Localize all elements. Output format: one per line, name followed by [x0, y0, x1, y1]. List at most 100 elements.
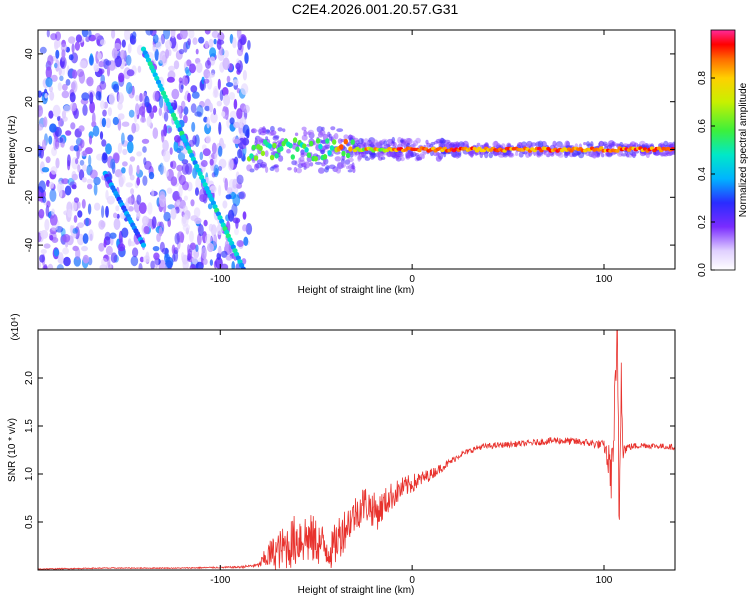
spectrogram-noise-blob: [59, 56, 67, 69]
spectrogram-noise-blob: [130, 188, 135, 195]
spectrogram-carrier-halo: [301, 126, 307, 131]
colorbar-tick-label: 0.8: [697, 71, 708, 85]
spectrogram-noise-blob: [85, 217, 89, 227]
spectrogram-noise-blob: [88, 55, 94, 66]
spectrogram-carrier-halo: [484, 142, 489, 149]
spectrogram-noise-blob: [88, 229, 94, 242]
spectrogram-noise-blob: [192, 37, 198, 45]
spectrogram-noise-blob: [236, 47, 244, 57]
spectrogram-noise-blob: [226, 187, 233, 195]
spectrogram-streaks: [102, 46, 246, 269]
spectrogram-noise-blob: [81, 177, 87, 183]
spectrogram-carrier-halo: [325, 165, 330, 170]
spectrogram-noise-blob: [49, 91, 55, 101]
spectrogram-noise-blob: [62, 247, 69, 255]
spectrogram-noise-blob: [81, 245, 88, 252]
spectrogram-y-tick-label: -40: [24, 237, 35, 252]
spectrogram-noise-blob: [69, 102, 77, 112]
spectrogram-noise-blob: [139, 256, 144, 263]
spectrogram-carrier-halo: [265, 166, 269, 173]
spectrogram-carrier-halo: [335, 167, 341, 174]
spectrogram-carrier-halo: [515, 151, 519, 156]
spectrogram-noise-blob: [146, 115, 152, 127]
spectrogram-noise-blob: [89, 92, 94, 104]
spectrogram-noise-blob: [113, 212, 118, 219]
spectrogram-noise-blob: [94, 202, 101, 211]
snr-y-multiplier: (x10⁴): [10, 313, 21, 340]
spectrogram-noise-blob: [143, 226, 150, 234]
spectrogram-noise-blob: [242, 70, 247, 81]
spectrogram-noise-blob: [78, 125, 85, 132]
spectrogram-noise-blob: [158, 95, 164, 109]
spectrogram-noise-blob: [49, 234, 54, 241]
spectrogram-noise-blob: [106, 195, 115, 205]
spectrogram-noise-blob: [234, 227, 239, 236]
spectrogram-carrier-halo: [347, 157, 354, 163]
spectrogram-carrier-halo: [357, 155, 362, 161]
spectrogram-noise-blob: [174, 232, 180, 245]
spectrogram-noise-blob: [118, 174, 126, 185]
spectrogram-noise-blob: [225, 194, 232, 200]
spectrogram-carrier-core: [288, 142, 293, 149]
spectrogram-noise-blob: [173, 140, 179, 152]
colorbar-label: Normalized spectral amplitude: [738, 82, 749, 217]
spectrogram-noise-blob: [105, 117, 112, 129]
spectrogram-noise-blob: [188, 30, 195, 39]
spectrogram-noise-blob: [48, 110, 54, 119]
spectrogram-noise-blob: [213, 164, 219, 176]
spectrogram-noise-blob: [82, 164, 87, 172]
spectrogram-noise-blob: [78, 169, 85, 181]
spectrogram-noise-blob: [79, 159, 85, 166]
spectrogram-noise-blob: [117, 142, 123, 154]
spectrogram-noise-blob: [218, 166, 223, 171]
spectrogram-noise-blob: [158, 226, 163, 237]
spectrogram-noise-blob: [221, 250, 228, 258]
spectrogram-noise-blob: [79, 60, 87, 69]
spectrogram-carrier-halo: [603, 144, 609, 148]
spectrogram-noise-blob: [238, 191, 246, 200]
spectrogram-noise-blob: [177, 145, 184, 151]
spectrogram-noise-blob: [165, 256, 174, 269]
spectrogram-carrier-halo: [286, 148, 291, 154]
spectrogram-carrier-halo: [351, 162, 355, 170]
spectrogram-noise-blob: [181, 252, 185, 262]
spectrogram-noise-blob: [224, 50, 229, 58]
spectrogram-carrier-halo: [256, 136, 263, 141]
spectrogram-noise-blob: [213, 107, 217, 116]
spectrogram-noise-blob: [211, 142, 217, 154]
spectrogram-noise-blob: [73, 197, 80, 203]
spectrogram-noise-blob: [45, 66, 52, 79]
spectrogram-noise-blob: [81, 30, 89, 38]
spectrogram-noise-blob: [225, 255, 233, 261]
spectrogram-noise-blob: [127, 141, 134, 154]
spectrogram-carrier-halo: [294, 132, 299, 137]
spectrogram-noise-blob: [228, 92, 236, 100]
spectrogram-carrier-halo: [254, 163, 259, 171]
spectrogram-noise-blob: [231, 203, 238, 217]
spectrogram-noise-blob: [233, 98, 238, 110]
spectrogram-noise-blob: [151, 216, 157, 229]
spectrogram-noise-blob: [194, 111, 202, 117]
spectrogram-noise-blob: [92, 125, 100, 137]
spectrogram-noise-blob: [218, 121, 222, 135]
spectrogram-noise-blob: [216, 100, 222, 107]
spectrogram-noise-blob: [242, 137, 250, 146]
spectrogram-carrier-halo: [287, 167, 292, 171]
spectrogram-carrier-halo: [291, 160, 297, 166]
spectrogram-noise-blob: [195, 48, 199, 55]
spectrogram-x-ticks: -100 0 100: [210, 30, 613, 285]
spectrogram-noise-blob: [203, 78, 210, 84]
spectrogram-carrier-halo: [608, 142, 613, 149]
spectrogram-noise-blob: [121, 227, 129, 238]
spectrogram-noise-blob: [138, 263, 143, 269]
spectrogram-noise-blob: [170, 176, 178, 187]
spectrogram-noise-blob: [62, 233, 71, 243]
spectrogram-x-tick-label: -100: [210, 274, 230, 285]
spectrogram-noise-blob: [71, 173, 78, 181]
spectrogram-carrier-core: [279, 145, 284, 152]
spectrogram-noise-blob: [222, 57, 230, 70]
spectrogram-carrier-halo: [270, 130, 277, 136]
spectrogram-noise-blob: [73, 145, 80, 152]
spectrogram-panel: -100 0 100 -40 -20 0 20 40 Height of straight …: [7, 29, 676, 296]
